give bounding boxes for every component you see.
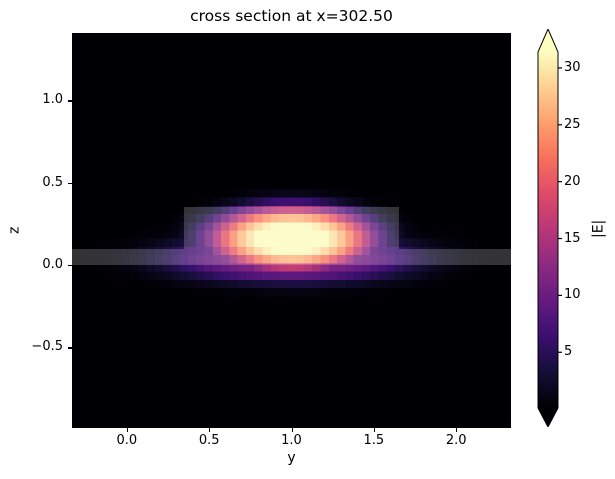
waveguide-slab-overlay bbox=[72, 248, 511, 266]
y-tick-label: 1.0 bbox=[42, 92, 63, 108]
y-tick-label: 0.0 bbox=[42, 257, 63, 273]
x-tick-mark bbox=[126, 428, 129, 432]
x-tick-label: 0.5 bbox=[198, 433, 220, 448]
y-tick-mark bbox=[68, 265, 72, 267]
x-axis-label: y bbox=[287, 450, 296, 466]
y-tick-mark bbox=[68, 347, 72, 349]
x-tick-mark bbox=[209, 428, 211, 432]
y-tick-label: −0.5 bbox=[31, 339, 63, 355]
colorbar-tick-label: 15 bbox=[564, 230, 581, 246]
colorbar-label: |E| bbox=[590, 219, 607, 239]
y-tick-mark bbox=[68, 100, 72, 102]
y-tick-mark bbox=[68, 182, 72, 184]
x-tick-label: 2.0 bbox=[445, 433, 467, 448]
heatmap-canvas bbox=[72, 33, 511, 428]
waveguide-rib-overlay bbox=[184, 207, 399, 249]
x-tick-label: 0.0 bbox=[116, 433, 138, 448]
colorbar-tick-label: 20 bbox=[564, 173, 581, 189]
x-tick-label: 1.5 bbox=[363, 433, 385, 448]
plot-area bbox=[72, 33, 511, 428]
chart-title: cross section at x=302.50 bbox=[190, 7, 393, 25]
colorbar bbox=[537, 29, 562, 427]
colorbar-tick-label: 5 bbox=[564, 344, 573, 360]
y-tick-label: 0.5 bbox=[42, 174, 63, 190]
colorbar-tick-label: 30 bbox=[564, 59, 581, 75]
colorbar-tick-label: 10 bbox=[564, 287, 581, 303]
colorbar-gradient-bar bbox=[537, 29, 559, 427]
y-axis-label: z bbox=[6, 226, 23, 234]
x-tick-mark bbox=[291, 428, 293, 432]
x-tick-mark bbox=[456, 428, 458, 432]
x-tick-mark bbox=[373, 428, 376, 432]
colorbar-tick-label: 25 bbox=[564, 116, 581, 132]
x-tick-label: 1.0 bbox=[281, 433, 302, 448]
